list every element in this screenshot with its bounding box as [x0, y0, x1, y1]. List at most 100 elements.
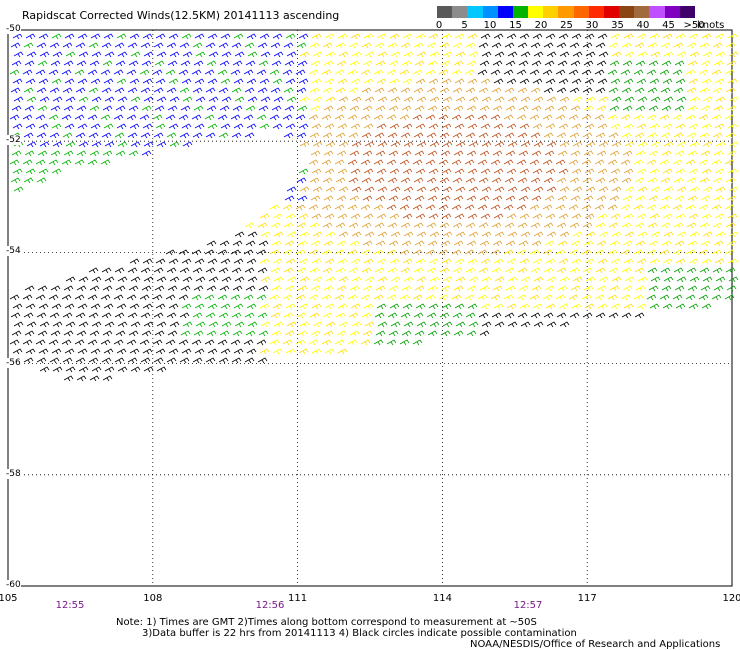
- wind-barb: [61, 114, 72, 121]
- wind-barb: [347, 339, 358, 346]
- wind-barb: [299, 276, 310, 283]
- wind-barb: [611, 276, 622, 283]
- wind-barb: [480, 168, 491, 175]
- wind-barb: [647, 177, 658, 184]
- wind-barb: [440, 240, 451, 247]
- wind-barb: [622, 195, 633, 202]
- wind-barb: [597, 168, 608, 175]
- wind-barb: [260, 51, 271, 58]
- wind-barb: [728, 276, 739, 283]
- wind-barb: [608, 312, 619, 319]
- wind-barb: [127, 357, 138, 364]
- wind-barb: [594, 69, 605, 76]
- wind-barb: [597, 78, 608, 85]
- wind-barb: [101, 87, 112, 94]
- wind-barb: [673, 267, 684, 274]
- wind-barb: [179, 357, 190, 364]
- wind-barb: [660, 42, 671, 49]
- wind-barb: [714, 78, 725, 85]
- wind-barb: [206, 60, 217, 67]
- wind-barb: [517, 132, 528, 139]
- legend-color-swatch: [664, 6, 681, 18]
- wind-barb: [728, 51, 739, 58]
- wind-barb: [35, 114, 46, 121]
- lat-tick-label: -54: [6, 246, 21, 257]
- wind-barb: [582, 132, 593, 139]
- wind-barb: [607, 69, 618, 76]
- legend-tick-label: 0: [435, 20, 443, 31]
- wind-barb: [467, 303, 478, 310]
- wind-barb: [310, 60, 321, 67]
- wind-barb: [399, 339, 410, 346]
- wind-barb: [714, 123, 725, 130]
- wind-barb: [427, 195, 438, 202]
- wind-barb: [517, 87, 528, 94]
- wind-barb: [699, 177, 710, 184]
- wind-barb: [208, 321, 219, 328]
- wind-barb: [218, 267, 229, 274]
- wind-barb: [661, 240, 672, 247]
- wind-barb: [467, 213, 478, 220]
- wind-barb: [52, 321, 63, 328]
- wind-barb: [23, 177, 34, 184]
- wind-barb: [648, 150, 659, 157]
- wind-barb: [388, 195, 399, 202]
- wind-barb: [363, 303, 374, 310]
- wind-barb: [192, 87, 203, 94]
- note-line-1: Note: 1) Times are GMT 2)Times along bot…: [116, 617, 537, 628]
- wind-barb: [284, 285, 295, 292]
- wind-barb: [568, 294, 579, 301]
- wind-barb: [194, 348, 205, 355]
- wind-barb: [62, 87, 73, 94]
- wind-barb: [390, 96, 401, 103]
- wind-barb: [466, 240, 477, 247]
- wind-barb: [182, 96, 193, 103]
- wind-barb: [492, 60, 503, 67]
- wind-barb: [127, 267, 138, 274]
- wind-barb: [362, 60, 373, 67]
- wind-barb: [139, 294, 150, 301]
- wind-barb: [388, 60, 399, 67]
- wind-barb: [285, 78, 296, 85]
- wind-barb: [270, 312, 281, 319]
- wind-barb: [712, 177, 723, 184]
- wind-barb: [117, 51, 128, 58]
- wind-barb: [454, 258, 465, 265]
- wind-barb: [348, 132, 359, 139]
- wind-barb: [585, 186, 596, 193]
- wind-barb: [452, 267, 463, 274]
- wind-barb: [633, 204, 644, 211]
- wind-barb: [9, 159, 20, 166]
- wind-barb: [338, 231, 349, 238]
- wind-barb: [557, 195, 568, 202]
- wind-barb: [621, 42, 632, 49]
- wind-barb: [624, 96, 635, 103]
- wind-barb: [221, 276, 232, 283]
- wind-barb: [610, 213, 621, 220]
- wind-barb: [491, 267, 502, 274]
- wind-barb: [377, 96, 388, 103]
- wind-barb: [581, 204, 592, 211]
- wind-barb: [531, 60, 542, 67]
- wind-barb: [595, 267, 606, 274]
- wind-barb: [685, 294, 696, 301]
- wind-barb: [454, 33, 465, 40]
- wind-barb: [312, 321, 323, 328]
- wind-barb: [698, 159, 709, 166]
- wind-barb: [128, 60, 139, 67]
- wind-barb: [634, 42, 645, 49]
- wind-barb: [129, 123, 140, 130]
- wind-barb: [455, 276, 466, 283]
- wind-barb: [284, 195, 295, 202]
- wind-barb: [386, 114, 397, 121]
- wind-barb: [377, 51, 388, 58]
- wind-barb: [258, 105, 269, 112]
- wind-barb: [155, 348, 166, 355]
- wind-barb: [415, 303, 426, 310]
- wind-barb: [192, 267, 203, 274]
- wind-barb: [12, 123, 23, 130]
- wind-barb: [349, 105, 360, 112]
- wind-barb: [542, 249, 553, 256]
- wind-barb: [415, 123, 426, 130]
- wind-barb: [309, 177, 320, 184]
